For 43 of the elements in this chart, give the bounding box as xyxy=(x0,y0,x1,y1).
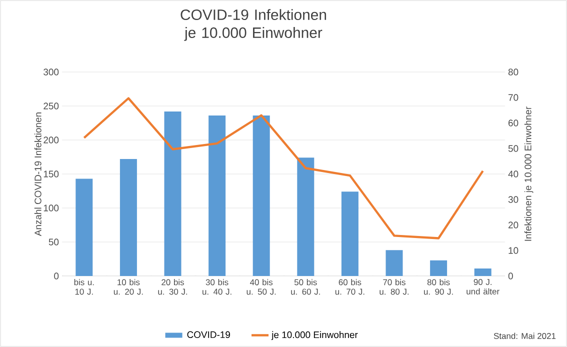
x-tick-label: bis u. 10 J. xyxy=(74,279,94,295)
y2-tick-label: 20 xyxy=(508,222,518,228)
bar xyxy=(430,260,448,276)
y-tick-label: 100 xyxy=(44,204,59,212)
legend-label: COVID-19 xyxy=(187,331,230,338)
y-axis-title: Anzahl COVID-19 Infektionen xyxy=(34,112,42,236)
y-tick-label: 0 xyxy=(54,272,59,280)
x-tick-label: 20 bis u. 30 J. xyxy=(158,279,188,295)
y2-axis-title: Infektionen je 10.000 Einwohner xyxy=(524,106,534,241)
x-tick-label: 10 bis u. 20 J. xyxy=(114,279,143,295)
bar xyxy=(208,116,226,276)
chart-title: COVID-19 Infektionen je 10.000 Einwohner xyxy=(180,9,326,41)
x-tick-label: 70 bis u. 80 J. xyxy=(380,279,409,295)
bar xyxy=(341,192,358,276)
y2-tick-label: 30 xyxy=(508,196,518,203)
x-tick-label: 40 bis u. 50 J. xyxy=(246,279,276,295)
x-tick-label: 90 J. und älter xyxy=(466,279,500,294)
legend-label: je 10.000 Einwohner xyxy=(271,331,358,340)
x-tick-label: 60 bis u. 70 J. xyxy=(335,279,364,295)
x-tick-label: 80 bis u. 90 J. xyxy=(424,279,453,295)
bar xyxy=(386,250,403,276)
bar xyxy=(164,111,182,276)
y-tick-label: 50 xyxy=(48,238,59,246)
y2-tick-label: 80 xyxy=(508,68,518,76)
y2-tick-label: 0 xyxy=(508,272,513,280)
x-tick-label: 30 bis u. 40 J. xyxy=(202,279,232,295)
y2-tick-label: 70 xyxy=(508,94,518,101)
y-tick-label: 150 xyxy=(44,170,59,178)
y2-tick-label: 10 xyxy=(508,247,518,254)
y2-tick-label: 50 xyxy=(508,145,518,152)
bar xyxy=(120,159,137,276)
bar xyxy=(76,178,93,276)
bar xyxy=(474,268,492,276)
bar xyxy=(252,116,270,276)
x-tick-label: 50 bis u. 60 J. xyxy=(291,279,320,295)
bar xyxy=(297,158,314,276)
y-tick-label: 200 xyxy=(44,136,59,144)
y2-tick-label: 40 xyxy=(508,170,518,178)
y-tick-label: 300 xyxy=(44,68,59,76)
y2-tick-label: 60 xyxy=(508,120,518,126)
text: Stand: Mai 2021 xyxy=(494,332,556,339)
y-tick-label: 250 xyxy=(44,102,59,110)
line-series xyxy=(83,97,484,240)
